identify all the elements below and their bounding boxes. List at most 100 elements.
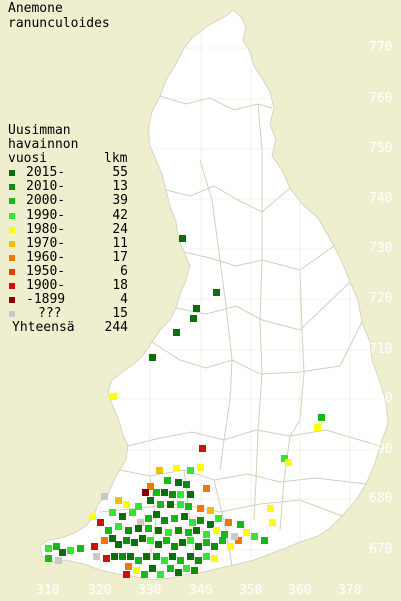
legend-row-count: 18 <box>112 278 128 294</box>
legend-row-count: 17 <box>112 249 128 265</box>
y-tick-label: 720 <box>369 291 393 306</box>
legend-row-label: 1900- <box>26 278 66 294</box>
legend-swatch <box>9 283 15 290</box>
observation-square <box>237 521 244 528</box>
observation-square <box>203 539 210 546</box>
observation-square <box>231 533 238 540</box>
observation-square <box>213 527 220 534</box>
legend-rows: 2015- 55 2010- 13 2000- 39 1990- 42 1980- 24 1970-… <box>8 166 128 321</box>
legend-swatch <box>9 212 15 219</box>
legend-row: 2010- 13 <box>8 180 128 194</box>
legend-row-label: 1960- <box>26 249 66 265</box>
legend-swatch <box>9 254 15 261</box>
observation-square <box>163 537 170 544</box>
observation-square <box>53 543 60 550</box>
observation-square <box>183 481 190 488</box>
observation-square <box>129 509 136 516</box>
x-tick-label: 340 <box>189 583 213 598</box>
observation-square <box>147 497 154 504</box>
observation-square <box>197 505 204 512</box>
legend-row: -1899 4 <box>8 293 128 307</box>
legend-heading-2: havainnon <box>8 137 79 153</box>
observation-square <box>123 501 130 508</box>
legend-row-count: 42 <box>112 207 128 223</box>
legend-row-count: 24 <box>112 221 128 237</box>
observation-square <box>171 515 178 522</box>
observation-square <box>156 467 163 474</box>
observation-square <box>131 539 138 546</box>
legend-row-label: 1950- <box>26 263 66 279</box>
observation-square <box>177 501 184 508</box>
observation-square <box>235 537 242 544</box>
legend-row-count: 55 <box>112 165 128 181</box>
observation-square <box>115 523 122 530</box>
legend-swatch <box>9 170 15 177</box>
y-tick-label: 760 <box>369 91 393 106</box>
y-tick-label: 730 <box>369 241 393 256</box>
observation-square <box>149 565 156 572</box>
legend-row-count: 11 <box>112 235 128 251</box>
observation-square <box>191 567 198 574</box>
observation-square <box>251 533 258 540</box>
observation-square <box>318 414 325 421</box>
legend-total: Yhteensä 244 <box>8 321 128 335</box>
observation-square <box>125 563 132 570</box>
observation-square <box>243 529 250 536</box>
x-tick-label: 370 <box>338 583 362 598</box>
observation-square <box>203 485 210 492</box>
observation-square <box>127 553 134 560</box>
observation-square <box>147 483 154 490</box>
observation-square <box>203 531 210 538</box>
observation-square <box>175 527 182 534</box>
observation-square <box>267 505 274 512</box>
observation-square <box>142 489 149 496</box>
legend-count-heading: lkm <box>104 151 128 167</box>
observation-square <box>115 497 122 504</box>
observation-square <box>157 571 164 578</box>
observation-square <box>183 565 190 572</box>
y-tick-label: 710 <box>369 342 393 357</box>
legend-row-count: 4 <box>120 292 128 308</box>
observation-square <box>179 235 186 242</box>
observation-square <box>97 519 104 526</box>
x-tick-label: 310 <box>36 583 60 598</box>
observation-square <box>173 329 180 336</box>
observation-square <box>227 543 234 550</box>
observation-square <box>221 531 228 538</box>
observation-square <box>219 537 226 544</box>
observation-square <box>281 455 288 462</box>
observation-square <box>187 491 194 498</box>
observation-square <box>67 547 74 554</box>
y-tick-label: 700 <box>369 391 393 406</box>
legend-row-label: 1970- <box>26 235 66 251</box>
observation-square <box>123 571 130 578</box>
observation-square <box>225 519 232 526</box>
observation-square <box>203 553 210 560</box>
observation-square <box>89 513 96 520</box>
observation-square <box>157 501 164 508</box>
observation-square <box>101 537 108 544</box>
observation-square <box>169 553 176 560</box>
observation-square <box>207 521 214 528</box>
observation-square <box>141 571 148 578</box>
y-tick-label: 670 <box>369 542 393 557</box>
observation-square <box>185 529 192 536</box>
observation-square <box>269 519 276 526</box>
observation-square <box>207 507 214 514</box>
observation-square <box>119 513 126 520</box>
observation-square <box>135 557 142 564</box>
legend-row: 2000- 39 <box>8 194 128 208</box>
y-tick-label: 740 <box>369 191 393 206</box>
observation-square <box>109 509 116 516</box>
observation-square <box>105 527 112 534</box>
observation-square <box>143 553 150 560</box>
legend-heading-1: Uusimman <box>8 123 71 138</box>
observation-square <box>175 479 182 486</box>
observation-squares <box>45 235 325 578</box>
legend-swatch <box>9 240 15 247</box>
observation-square <box>123 537 130 544</box>
species-epithet: ranunculoides <box>8 16 110 31</box>
x-tick-label: 330 <box>138 583 162 598</box>
observation-square <box>193 305 200 312</box>
